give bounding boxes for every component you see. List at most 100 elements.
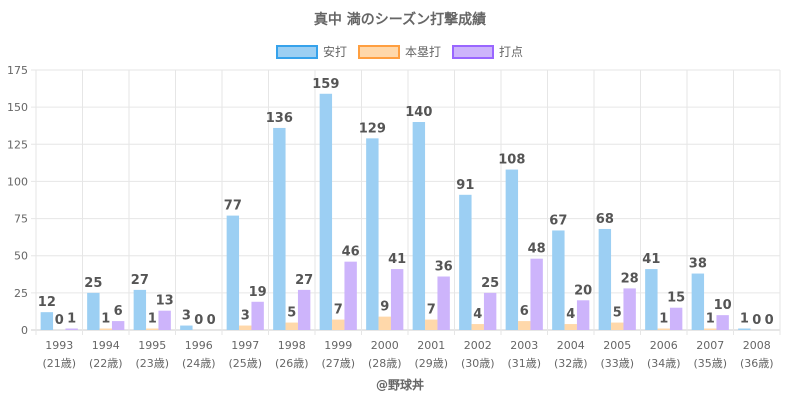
x-tick-label: 1997 bbox=[231, 339, 259, 352]
legend-item-hits[interactable]: 安打 bbox=[276, 44, 347, 59]
x-tick-label: 1996 bbox=[185, 339, 213, 352]
y-tick-label: 100 bbox=[7, 175, 28, 188]
y-tick-label: 0 bbox=[21, 324, 28, 337]
x-tick-age-label: (29歳) bbox=[414, 357, 448, 370]
bar-home-runs bbox=[564, 324, 577, 330]
x-tick-age-label: (27歳) bbox=[321, 357, 355, 370]
data-label: 5 bbox=[613, 306, 622, 321]
data-label: 0 bbox=[207, 313, 216, 328]
chart-title: 真中 満のシーズン打撃成績 bbox=[314, 11, 486, 28]
data-label: 25 bbox=[84, 276, 102, 291]
bar-rbi bbox=[390, 269, 404, 330]
x-tick-age-label: (24歳) bbox=[182, 357, 216, 370]
x-tick-age-label: (22歳) bbox=[89, 357, 123, 370]
x-tick-age-label: (26歳) bbox=[275, 357, 309, 370]
data-label: 19 bbox=[249, 285, 267, 300]
bar-hits bbox=[366, 138, 379, 330]
y-tick-label: 150 bbox=[7, 101, 28, 114]
bar-rbi bbox=[437, 276, 450, 330]
x-tick-label: 1995 bbox=[138, 339, 166, 352]
bar-rbi bbox=[623, 288, 636, 330]
credit-text: @野球丼 bbox=[376, 377, 424, 392]
bar-home-runs bbox=[99, 328, 112, 330]
x-tick-label: 1999 bbox=[324, 339, 352, 352]
bar-hits bbox=[273, 127, 286, 330]
data-label: 1 bbox=[706, 312, 715, 327]
x-tick-age-label: (21歳) bbox=[42, 357, 76, 370]
bar-home-runs bbox=[611, 322, 624, 330]
bar-hits bbox=[459, 194, 472, 330]
legend-swatch bbox=[452, 45, 494, 59]
bar-home-runs bbox=[378, 316, 391, 330]
y-tick-label: 25 bbox=[14, 287, 28, 300]
legend-label: 本塁打 bbox=[405, 45, 441, 59]
data-label: 140 bbox=[405, 105, 432, 120]
bar-home-runs bbox=[285, 322, 298, 330]
y-tick-label: 125 bbox=[7, 138, 28, 151]
bar-rbi bbox=[483, 292, 497, 330]
bar-hits bbox=[180, 325, 193, 330]
x-tick-age-label: (36歳) bbox=[740, 357, 774, 370]
y-tick-label: 75 bbox=[14, 213, 28, 226]
data-label: 20 bbox=[574, 283, 592, 298]
x-tick-label: 2001 bbox=[417, 339, 445, 352]
bar-home-runs bbox=[704, 328, 717, 330]
data-label: 41 bbox=[388, 252, 406, 267]
data-label: 67 bbox=[549, 213, 567, 228]
x-tick-age-label: (30歳) bbox=[461, 357, 495, 370]
data-label: 46 bbox=[342, 245, 360, 260]
legend[interactable]: 安打 本塁打 打点 bbox=[276, 44, 523, 59]
x-tick-label: 1998 bbox=[278, 339, 306, 352]
data-label: 0 bbox=[55, 313, 64, 328]
data-label: 68 bbox=[596, 212, 614, 227]
x-tick-age-label: (32歳) bbox=[554, 357, 588, 370]
bar-home-runs bbox=[518, 321, 531, 330]
legend-swatch bbox=[358, 45, 400, 59]
x-tick-label: 2002 bbox=[464, 339, 492, 352]
data-label: 25 bbox=[481, 276, 499, 291]
bars bbox=[40, 93, 751, 331]
bar-rbi bbox=[158, 310, 171, 330]
legend-item-home-runs[interactable]: 本塁打 bbox=[358, 45, 441, 59]
bar-rbi bbox=[669, 307, 683, 330]
y-tick-label: 50 bbox=[14, 250, 28, 263]
data-label: 108 bbox=[498, 153, 525, 168]
x-tick-age-label: (25歳) bbox=[228, 357, 262, 370]
data-label: 1 bbox=[740, 312, 749, 327]
x-tick-label: 1993 bbox=[45, 339, 73, 352]
data-label: 9 bbox=[380, 300, 389, 315]
y-axis-labels: 0 25 50 75 100 125 150 175 bbox=[7, 64, 28, 337]
bar-hits bbox=[319, 93, 333, 331]
data-label: 0 bbox=[752, 313, 761, 328]
bar-hits bbox=[412, 122, 426, 330]
bar-hits bbox=[87, 292, 100, 330]
data-label: 3 bbox=[182, 309, 191, 324]
x-tick-label: 2005 bbox=[603, 339, 631, 352]
data-label: 1 bbox=[67, 312, 76, 327]
bar-home-runs bbox=[657, 328, 670, 330]
gridlines bbox=[31, 69, 781, 335]
bar-home-runs bbox=[239, 325, 252, 330]
data-label: 1 bbox=[659, 312, 668, 327]
bar-rbi bbox=[111, 321, 125, 330]
x-tick-label: 2006 bbox=[650, 339, 678, 352]
x-tick-label: 1994 bbox=[92, 339, 120, 352]
data-label: 27 bbox=[131, 273, 149, 288]
legend-item-rbi[interactable]: 打点 bbox=[452, 45, 523, 59]
bar-hits bbox=[738, 328, 751, 330]
data-label: 129 bbox=[359, 121, 386, 136]
legend-label: 安打 bbox=[323, 44, 347, 59]
bar-rbi bbox=[716, 315, 729, 330]
data-label: 7 bbox=[427, 303, 436, 318]
x-tick-age-label: (34歳) bbox=[647, 357, 681, 370]
bar-rbi bbox=[65, 328, 78, 330]
data-label: 136 bbox=[266, 111, 293, 126]
bar-hits bbox=[133, 289, 147, 330]
data-label: 159 bbox=[312, 77, 339, 92]
data-label: 12 bbox=[38, 295, 56, 310]
bar-rbi bbox=[344, 261, 357, 330]
data-label: 4 bbox=[566, 307, 575, 322]
bar-rbi bbox=[530, 258, 543, 330]
data-label: 4 bbox=[473, 307, 482, 322]
